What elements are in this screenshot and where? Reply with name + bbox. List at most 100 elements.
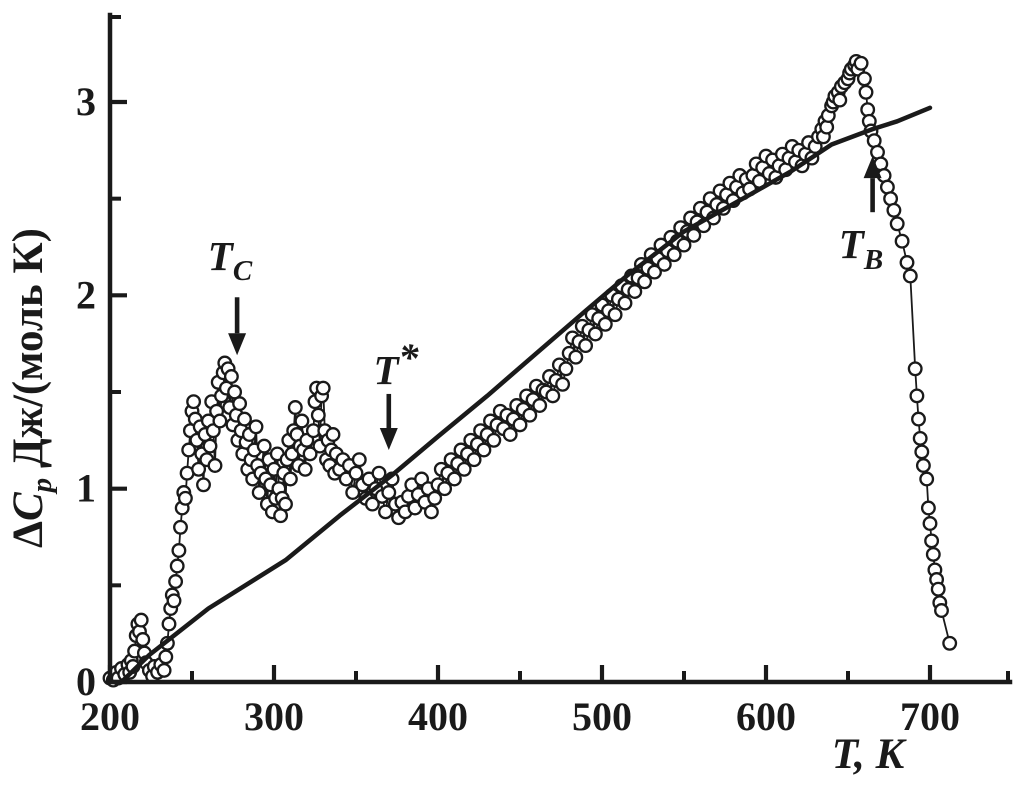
data-point (568, 349, 584, 365)
data-point (223, 369, 239, 384)
data-point (676, 237, 692, 253)
data-point (294, 413, 310, 429)
data-point (532, 398, 548, 413)
annotation-label-tstar: T* (373, 335, 419, 393)
data-point (920, 500, 936, 516)
data-point (909, 388, 925, 404)
data-point (637, 274, 653, 290)
data-point (181, 442, 197, 458)
tstar-symbol: T (373, 347, 400, 393)
tc-subscript: C (233, 255, 253, 287)
data-point (282, 471, 298, 487)
data-point (666, 247, 682, 263)
x-tick-label: 600 (736, 694, 796, 739)
data-point (934, 603, 949, 618)
t-star-crossover-arrow-head (379, 428, 398, 450)
data-point (232, 396, 248, 412)
data-point (889, 216, 905, 232)
data-point (427, 490, 443, 506)
data-point (251, 485, 267, 500)
curie-temperature-arrow-head (228, 333, 247, 356)
tb-symbol: T (839, 221, 866, 267)
data-point (476, 442, 492, 458)
data-point (177, 490, 193, 506)
data-point (166, 593, 182, 609)
y-tick-label: 1 (76, 466, 96, 511)
data-point (348, 465, 364, 481)
data-point (207, 458, 223, 473)
data-point (378, 504, 393, 520)
data-point (196, 477, 211, 493)
fit-line (119, 105, 933, 685)
data-point (907, 361, 923, 377)
data-point (168, 574, 184, 589)
data-point (315, 380, 331, 396)
delta-symbol: Δ (5, 521, 52, 548)
data-point (911, 411, 926, 427)
data-point (617, 295, 633, 311)
cp-symbol: C (5, 491, 52, 521)
data-point (287, 400, 303, 415)
data-point (522, 407, 538, 423)
data-point (302, 446, 318, 462)
tb-subscript: B (863, 244, 883, 276)
data-point (364, 496, 380, 512)
data-point (297, 461, 313, 477)
data-point (135, 632, 151, 647)
annotation-arrows-layer (228, 156, 882, 450)
y-tick-label: 2 (76, 272, 96, 317)
data-point (930, 581, 946, 597)
data-point (899, 255, 915, 270)
data-point (545, 388, 561, 404)
data-point (248, 419, 264, 435)
data-point (597, 316, 613, 332)
data-point (853, 55, 869, 71)
data-point (381, 485, 397, 500)
data-point (158, 649, 174, 665)
data-point (186, 394, 202, 410)
data-point (191, 461, 207, 477)
data-point (173, 519, 188, 535)
data-point (886, 202, 902, 218)
data-point (256, 438, 272, 454)
axis-spine (107, 12, 1013, 685)
data-point (856, 71, 872, 87)
data-point (656, 256, 672, 272)
data-point (212, 413, 228, 429)
data-point (902, 268, 918, 284)
data-point (437, 481, 453, 497)
fit-line-layer (119, 105, 933, 685)
x-axis-label: T, K (832, 731, 908, 778)
data-point (627, 284, 643, 299)
data-point (647, 264, 662, 280)
annotation-label-tb: TB (839, 221, 883, 276)
data-point (912, 430, 928, 446)
y-tick-label: 0 (76, 659, 96, 704)
data-point (351, 452, 367, 468)
data-point (345, 485, 361, 500)
tb-temperature-arrow-head (863, 156, 882, 179)
data-point (446, 471, 462, 487)
data-point (466, 452, 482, 468)
data-point (832, 92, 848, 108)
data-point (169, 558, 185, 574)
tstar-superscript: * (399, 335, 420, 380)
y-axis-units: Дж/(моль К) (5, 228, 52, 468)
data-point (171, 543, 187, 558)
x-tick-label: 700 (900, 694, 960, 739)
data-point (914, 444, 930, 460)
data-point (607, 307, 623, 323)
data-point (423, 504, 439, 520)
data-point (161, 616, 177, 632)
data-point (924, 533, 940, 549)
data-point (202, 438, 218, 454)
data-point (325, 427, 341, 442)
data-point (578, 338, 594, 354)
data-point (915, 458, 931, 473)
data-point (919, 471, 935, 487)
data-point (278, 496, 293, 512)
data-point (133, 612, 149, 628)
data-point (555, 376, 571, 392)
